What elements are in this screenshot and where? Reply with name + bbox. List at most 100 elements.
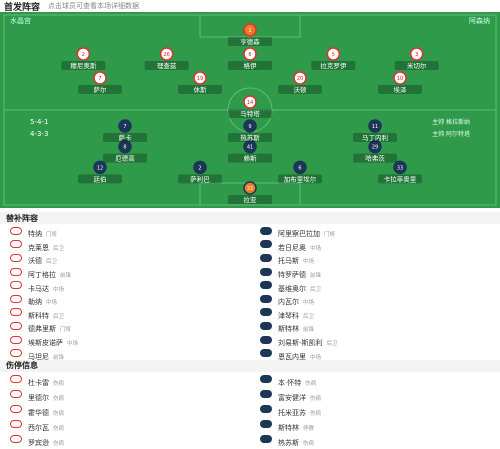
name-bg[interactable] — [78, 174, 122, 184]
player-name[interactable]: 埃泽 — [394, 85, 408, 94]
player-name[interactable]: 马丁内利 — [362, 133, 388, 142]
player[interactable]: 2 萨利巴 — [178, 160, 222, 184]
player-row[interactable]: 本·怀特 伤病 — [250, 372, 500, 387]
player[interactable]: 5 拉克罗伊 — [311, 47, 356, 70]
name-bg[interactable] — [353, 153, 397, 163]
player-icon[interactable] — [393, 71, 407, 85]
name-bg[interactable] — [103, 133, 147, 142]
player-row[interactable]: 若日尼奥 中场 — [250, 238, 500, 252]
player-number[interactable]: 2 — [82, 52, 85, 58]
name-bg[interactable] — [228, 133, 272, 142]
player-name[interactable]: 亨德森 — [240, 37, 260, 46]
player-name[interactable]: 厄德高 — [115, 154, 135, 163]
player-icon[interactable] — [326, 47, 341, 61]
player-name[interactable]: 赖斯 — [244, 154, 258, 163]
player[interactable]: 7 萨尔 — [78, 71, 122, 94]
player-icon[interactable] — [243, 95, 257, 109]
player-icon[interactable] — [243, 139, 257, 154]
player-icon[interactable] — [193, 160, 207, 175]
player-name[interactable]: 休斯 — [194, 85, 208, 94]
player[interactable]: 11 马丁内利 — [353, 119, 397, 142]
name-bg[interactable] — [353, 133, 397, 142]
name-bg[interactable] — [228, 195, 272, 204]
player[interactable]: 10 埃泽 — [378, 71, 422, 94]
player-name[interactable]: 沃顿 — [294, 85, 308, 94]
player-row[interactable]: 杜卡雷 伤病 — [0, 372, 250, 387]
player-icon[interactable] — [243, 23, 257, 37]
player-name[interactable]: 马特塔 — [240, 109, 260, 118]
player-row[interactable]: 斯特林 前锋 — [250, 319, 500, 333]
player[interactable]: 22 拉亚 — [228, 181, 272, 204]
player-row[interactable]: 津琴科 后卫 — [250, 306, 500, 320]
player-row[interactable]: 托马斯 中场 — [250, 251, 500, 265]
player-row[interactable]: 埃斯皮诺萨 中场 — [0, 333, 250, 347]
player-number[interactable]: 6 — [248, 52, 251, 58]
player-row[interactable]: 托米亚苏 伤病 — [250, 402, 500, 417]
player-name[interactable]: 拉克罗伊 — [320, 61, 347, 70]
player-icon[interactable] — [243, 181, 257, 195]
player-name[interactable]: 热苏斯 — [240, 133, 260, 142]
player[interactable]: 14 马特塔 — [228, 95, 272, 118]
player-name[interactable]: 哈弗茨 — [365, 154, 385, 163]
player-row[interactable]: 恩瓦内里 中场 — [250, 346, 500, 361]
name-bg[interactable] — [278, 85, 322, 94]
player-row[interactable]: 马坦尼 前锋 — [0, 346, 250, 361]
player-icon[interactable] — [159, 47, 174, 61]
player-icon[interactable] — [93, 160, 107, 175]
player-row[interactable]: 斯特林 停赛 — [250, 417, 500, 432]
player[interactable]: 6 加布里埃尔 — [278, 160, 322, 184]
player-name[interactable]: 萨卡 — [119, 133, 133, 142]
player[interactable]: 3 米切尔 — [394, 47, 439, 70]
player-name[interactable]: 格伊 — [244, 61, 258, 70]
player-number[interactable]: 6 — [298, 165, 301, 171]
player-row[interactable]: 霍华德 伤病 — [0, 402, 250, 417]
player-row[interactable]: 西尔瓦 伤病 — [0, 417, 250, 432]
player-number[interactable]: 5 — [332, 52, 335, 58]
player-name[interactable]: 米切尔 — [407, 61, 427, 70]
player-row[interactable]: 勒纳 中场 — [0, 292, 250, 306]
player-number[interactable]: 41 — [247, 145, 253, 151]
player-number[interactable]: 8 — [123, 145, 126, 151]
player-row[interactable]: 罗宾逊 伤病 — [0, 432, 250, 447]
player-number[interactable]: 12 — [97, 165, 103, 171]
player-name[interactable]: 卡拉菲奥里 — [384, 174, 417, 183]
player[interactable]: 6 格伊 — [228, 47, 272, 70]
player[interactable]: 20 沃顿 — [278, 71, 322, 94]
name-bg[interactable] — [228, 37, 272, 46]
player-name[interactable]: 萨利巴 — [190, 174, 210, 183]
name-bg[interactable] — [378, 174, 422, 184]
player-number[interactable]: 3 — [415, 52, 418, 58]
player[interactable]: 19 休斯 — [178, 71, 222, 94]
player-row[interactable]: 沃德 后卫 — [0, 251, 250, 265]
player[interactable]: 8 厄德高 — [103, 139, 147, 163]
player[interactable]: 29 哈弗茨 — [353, 139, 397, 163]
player-icon[interactable] — [193, 71, 207, 85]
player-number[interactable]: 9 — [248, 124, 251, 130]
player-number[interactable]: 10 — [397, 76, 403, 82]
name-bg[interactable] — [228, 153, 272, 163]
player-row[interactable]: 德弗里斯 门将 — [0, 319, 250, 333]
player-row[interactable]: 斯科特 后卫 — [0, 306, 250, 320]
player-row[interactable]: 热苏斯 伤病 — [250, 432, 500, 447]
player-row[interactable]: 里德尔 伤病 — [0, 387, 250, 402]
player-number[interactable]: 22 — [247, 186, 253, 192]
player-row[interactable]: 特罗萨德 前锋 — [250, 265, 500, 279]
name-bg[interactable] — [78, 85, 122, 94]
player-number[interactable]: 20 — [297, 76, 303, 82]
player-icon[interactable] — [409, 47, 424, 61]
player-row[interactable]: 阿丁格拉 前锋 — [0, 265, 250, 279]
player-icon[interactable] — [368, 119, 382, 133]
player-name[interactable]: 加布里埃尔 — [284, 174, 317, 183]
player-row[interactable]: 克莱恩 后卫 — [0, 238, 250, 252]
player-number[interactable]: 7 — [123, 124, 126, 130]
player-number[interactable]: 29 — [372, 145, 378, 151]
player-row[interactable]: 富安健洋 伤病 — [250, 387, 500, 402]
player-row[interactable]: 卡马达 中场 — [0, 278, 250, 293]
player-number[interactable]: 26 — [163, 52, 169, 58]
player-number[interactable]: 11 — [372, 124, 378, 130]
name-bg[interactable] — [378, 85, 422, 94]
player[interactable]: 41 赖斯 — [228, 139, 272, 163]
player[interactable]: 7 萨卡 — [103, 119, 147, 142]
player-number[interactable]: 2 — [198, 165, 201, 171]
name-bg[interactable] — [228, 109, 272, 118]
